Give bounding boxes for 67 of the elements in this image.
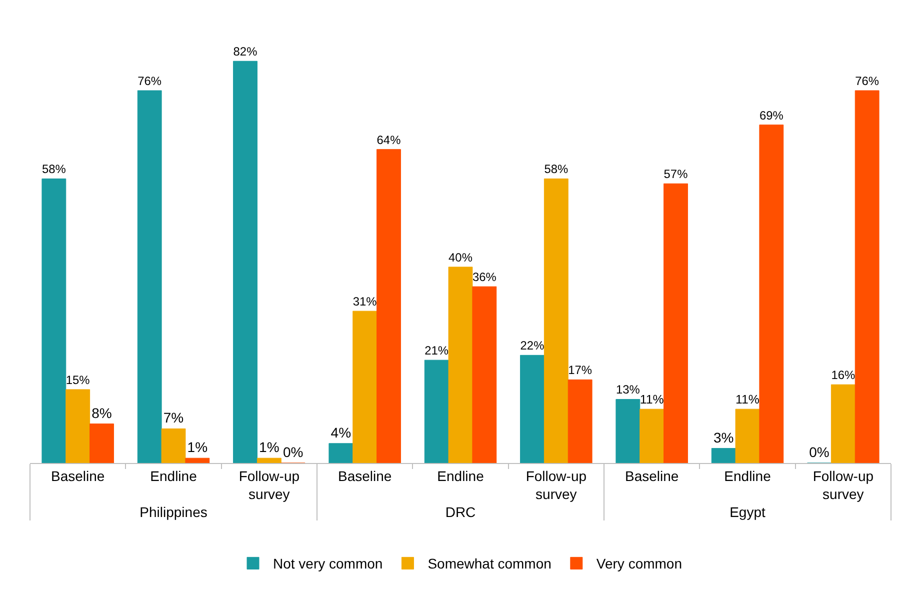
bar (544, 178, 568, 463)
x-tick-label: Endline (437, 468, 484, 484)
data-label: 21% (424, 344, 449, 358)
data-label: 58% (544, 162, 568, 176)
bar (640, 408, 664, 463)
x-tick-label: Endline (150, 468, 198, 484)
x-tick-label: Baseline (50, 468, 105, 484)
bar (256, 458, 282, 463)
text: Philippines (140, 504, 208, 520)
data-label: 36% (472, 270, 497, 284)
bar (568, 379, 592, 463)
bar (520, 354, 544, 463)
data-label: 0% (282, 444, 304, 460)
x-tick-label: Follow-up survey (526, 468, 587, 502)
data-label: 1% (259, 439, 280, 456)
data-label: 31% (352, 294, 378, 309)
x-tick-label: Baseline (624, 468, 679, 484)
bar (448, 266, 473, 463)
bar (664, 183, 688, 463)
text: DRC (445, 504, 476, 520)
bar (328, 443, 354, 463)
bar (854, 90, 880, 463)
bar (185, 458, 210, 463)
bar (376, 149, 401, 463)
data-label: 17% (568, 363, 592, 378)
data-label: 82% (233, 44, 258, 59)
x-tick-label: Follow-up survey (238, 468, 300, 502)
data-label: 76% (138, 74, 162, 88)
bar (830, 384, 856, 463)
data-label: 69% (759, 108, 784, 122)
bar (735, 408, 760, 463)
bar (42, 178, 66, 463)
data-label: 16% (831, 368, 856, 382)
data-label: 11% (736, 392, 760, 406)
data-label: 13% (616, 382, 640, 397)
data-label: 40% (448, 250, 473, 264)
x-tick-label: Baseline (338, 468, 392, 484)
bar (424, 360, 449, 463)
legend-label: Not very common (273, 556, 383, 572)
data-label: 64% (376, 132, 402, 147)
bar (352, 310, 378, 463)
data-label: 15% (66, 372, 90, 387)
data-label: 8% (92, 404, 112, 421)
data-label: 3% (713, 429, 734, 446)
bar (66, 389, 90, 463)
data-label: 58% (42, 162, 66, 176)
bar (233, 60, 258, 463)
bar (616, 399, 640, 463)
legend-label: Somewhat common (428, 556, 552, 572)
x-tick-label: Follow-up survey (812, 468, 874, 502)
bar (137, 90, 162, 463)
legend-label: Very common (596, 556, 682, 572)
data-label: 11% (640, 392, 664, 406)
text: Egypt (730, 504, 766, 520)
x-tick-label: Endline (724, 468, 772, 484)
data-label: 76% (855, 74, 880, 88)
bar (161, 428, 186, 463)
data-label: 1% (187, 439, 208, 456)
data-label: 0% (809, 444, 830, 460)
data-label: 22% (520, 338, 545, 353)
bar (90, 424, 114, 463)
bar (711, 448, 736, 463)
data-label: 7% (163, 410, 184, 426)
data-label: 4% (330, 424, 352, 440)
data-label: 57% (664, 167, 688, 182)
bar (472, 286, 497, 463)
bar (759, 124, 784, 463)
